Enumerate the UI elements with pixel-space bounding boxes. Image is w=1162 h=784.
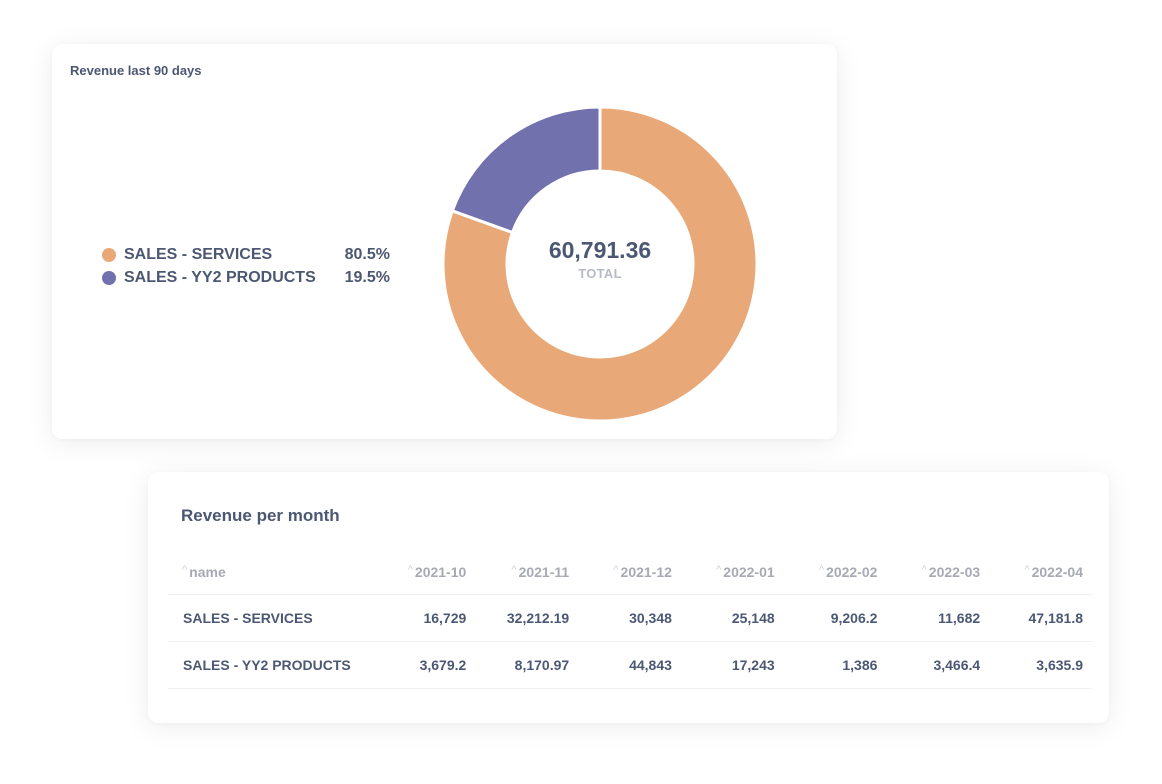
card-title[interactable]: Revenue last 90 days xyxy=(70,63,202,78)
cell-value: 32,212.19 xyxy=(475,594,579,642)
card-title[interactable]: Revenue per month xyxy=(181,506,340,525)
column-header-2022-03[interactable]: ^ 2022-03 xyxy=(921,564,981,580)
cell-value: 8,170.97 xyxy=(475,641,579,689)
donut-chart: 60,791.36 TOTAL xyxy=(443,107,757,421)
cell-value: 11,682 xyxy=(886,594,990,642)
legend-dot-icon xyxy=(102,270,116,285)
table-row[interactable]: SALES - SERVICES 16,729 32,212.19 30,348… xyxy=(168,594,1092,642)
donut-slice-services[interactable] xyxy=(443,107,757,421)
sort-icon: ^ xyxy=(613,564,619,576)
revenue-per-month-card: Revenue per month ^ name ^ 2021-10 ^ 2021-1… xyxy=(148,472,1109,723)
cell-value: 30,348 xyxy=(578,594,681,642)
sort-icon: ^ xyxy=(511,564,517,576)
sort-icon: ^ xyxy=(921,564,927,576)
sort-icon: ^ xyxy=(818,564,825,576)
column-header-2022-04[interactable]: ^ 2022-04 xyxy=(1024,564,1083,580)
cell-value: 1,386 xyxy=(783,641,887,689)
sort-icon: ^ xyxy=(1024,564,1030,576)
cell-value: 16,729 xyxy=(372,594,476,642)
column-header-2021-12[interactable]: ^ 2021-12 xyxy=(613,564,672,580)
donut-total-label: TOTAL xyxy=(578,266,622,281)
column-header-2021-11[interactable]: ^ 2021-11 xyxy=(511,564,570,580)
legend-item-services[interactable]: SALES - SERVICES 80.5% xyxy=(102,243,390,266)
cell-value: 44,843 xyxy=(578,641,681,689)
legend-label: SALES - YY2 PRODUCTS xyxy=(124,268,316,286)
donut-center: 60,791.36 TOTAL xyxy=(443,107,757,421)
donut-total-value: 60,791.36 xyxy=(548,237,652,263)
sort-icon: ^ xyxy=(182,564,188,576)
donut-svg xyxy=(443,107,757,421)
legend-item-products[interactable]: SALES - YY2 PRODUCTS 19.5% xyxy=(102,266,390,289)
table-header-row: ^ name ^ 2021-10 ^ 2021-11 ^ 2021-12 ^ 2022-0… xyxy=(168,550,1092,595)
column-header-2022-02[interactable]: ^ 2022-02 xyxy=(818,564,878,580)
revenue-table: ^ name ^ 2021-10 ^ 2021-11 ^ 2021-12 ^ 2022-0… xyxy=(168,550,1092,689)
cell-name: SALES - YY2 PRODUCTS xyxy=(168,641,373,689)
donut-slice-products[interactable] xyxy=(450,107,602,235)
column-header-2022-01[interactable]: ^ 2022-01 xyxy=(716,564,775,580)
revenue-90-days-card: Revenue last 90 days SALES - SERVICES 80… xyxy=(52,44,837,439)
legend-dot-icon xyxy=(102,247,116,262)
column-header-name[interactable]: ^ name xyxy=(182,564,226,580)
legend-percent: 80.5% xyxy=(344,245,390,263)
cell-value: 3,679.2 xyxy=(372,641,476,689)
cell-name: SALES - SERVICES xyxy=(168,594,373,642)
cell-value: 25,148 xyxy=(680,594,784,642)
table-row[interactable]: SALES - YY2 PRODUCTS 3,679.2 8,170.97 44… xyxy=(168,641,1092,689)
cell-value: 3,466.4 xyxy=(886,641,990,689)
column-header-2021-10[interactable]: ^ 2021-10 xyxy=(407,564,467,580)
cell-value: 47,181.8 xyxy=(989,594,1092,642)
sort-icon: ^ xyxy=(407,564,413,576)
legend-label: SALES - SERVICES xyxy=(124,245,273,263)
legend-percent: 19.5% xyxy=(344,268,390,286)
cell-value: 9,206.2 xyxy=(783,594,887,642)
cell-value: 17,243 xyxy=(680,641,784,689)
sort-icon: ^ xyxy=(716,564,722,576)
donut-legend: SALES - SERVICES 80.5% SALES - YY2 PRODU… xyxy=(102,243,390,289)
cell-value: 3,635.9 xyxy=(989,641,1092,689)
